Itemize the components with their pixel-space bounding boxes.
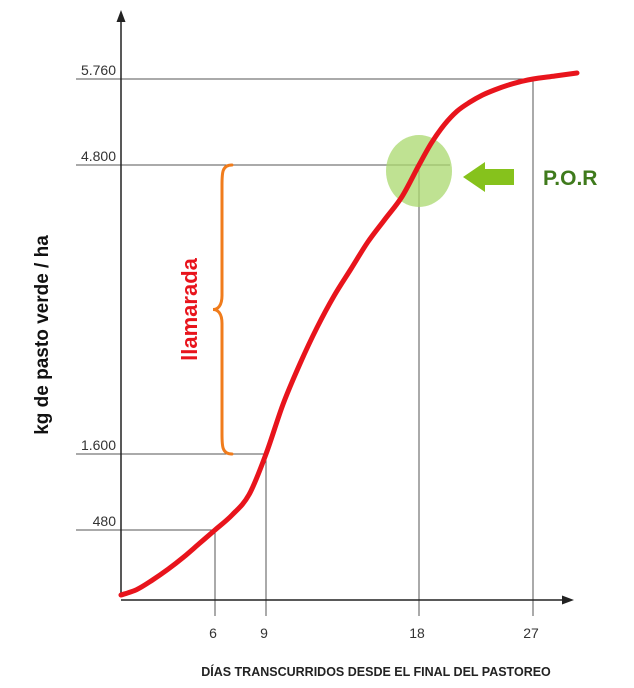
por-arrow [463, 162, 514, 192]
x-tick-labels: 6 9 18 27 [209, 625, 539, 641]
y-tick-labels: 480 1.600 4.800 5.760 [81, 62, 116, 529]
llamarada-brace [212, 163, 234, 456]
x-tick-label: 6 [209, 625, 217, 641]
y-axis-arrow [116, 10, 126, 22]
y-tick-label: 1.600 [81, 437, 116, 453]
por-highlight-circle [386, 135, 452, 207]
axes [116, 10, 574, 605]
annotations: llamarada P.O.R [177, 162, 597, 456]
y-tick-label: 4.800 [81, 148, 116, 164]
x-tick-label: 27 [523, 625, 539, 641]
series-group [118, 70, 580, 598]
por-highlight [386, 135, 452, 207]
x-axis-arrow [562, 595, 574, 605]
y-tick-label: 5.760 [81, 62, 116, 78]
x-tick-label: 9 [260, 625, 268, 641]
x-axis-label: DÍAS TRANSCURRIDOS DESDE EL FINAL DEL PA… [201, 664, 551, 679]
guide-lines [76, 78, 534, 616]
llamarada-label: llamarada [177, 257, 202, 360]
growth-curve [118, 70, 580, 598]
y-tick-label: 480 [93, 513, 117, 529]
x-tick-label: 18 [409, 625, 425, 641]
y-axis-label: kg de pasto verde / ha [32, 235, 53, 435]
por-label: P.O.R [543, 167, 597, 190]
